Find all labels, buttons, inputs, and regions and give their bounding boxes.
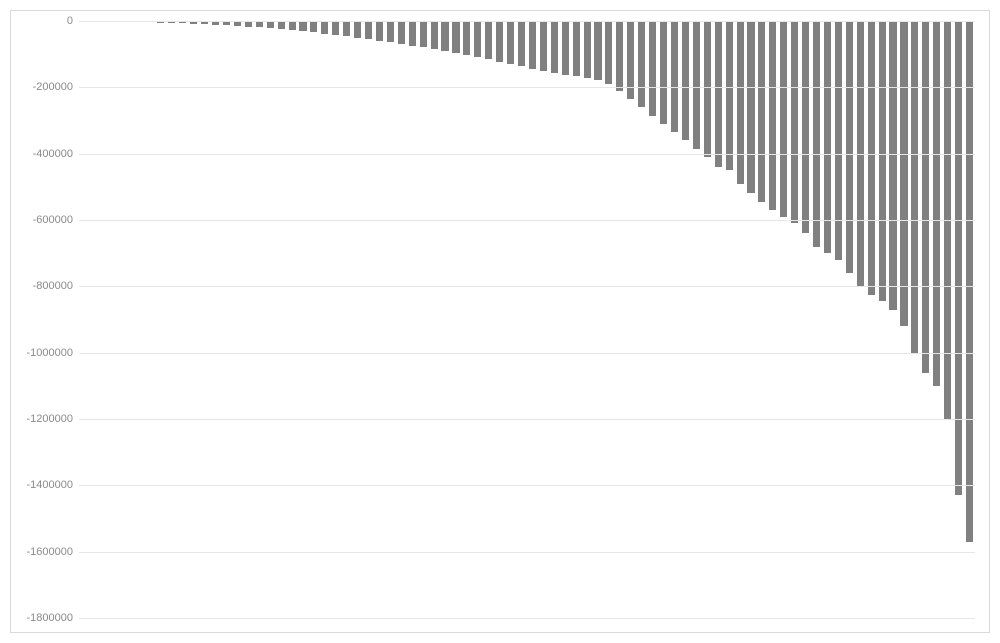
plot-area: 0-200000-400000-600000-800000-1000000-12… bbox=[79, 21, 975, 618]
bar bbox=[922, 21, 929, 373]
bar bbox=[452, 21, 459, 53]
bar bbox=[726, 21, 733, 170]
bar bbox=[518, 21, 525, 66]
bar bbox=[671, 21, 678, 132]
gridline bbox=[79, 286, 975, 287]
y-tick-label: -1200000 bbox=[27, 413, 80, 425]
bar bbox=[638, 21, 645, 107]
gridline bbox=[79, 485, 975, 486]
bar bbox=[955, 21, 962, 495]
bar bbox=[889, 21, 896, 310]
bar bbox=[900, 21, 907, 326]
bar bbox=[715, 21, 722, 167]
bar bbox=[824, 21, 831, 253]
bar bbox=[310, 21, 317, 32]
bar bbox=[365, 21, 372, 39]
bar bbox=[540, 21, 547, 71]
bar bbox=[966, 21, 973, 542]
bar bbox=[594, 21, 601, 80]
bar bbox=[441, 21, 448, 51]
bar bbox=[704, 21, 711, 157]
bar bbox=[758, 21, 765, 202]
gridline bbox=[79, 552, 975, 553]
bar bbox=[529, 21, 536, 69]
bar bbox=[649, 21, 656, 116]
y-tick-label: -400000 bbox=[33, 148, 79, 160]
bar bbox=[747, 21, 754, 193]
bar bbox=[463, 21, 470, 55]
bar bbox=[387, 21, 394, 42]
bar bbox=[769, 21, 776, 210]
bar bbox=[431, 21, 438, 49]
bar bbox=[584, 21, 591, 78]
y-tick-label: -600000 bbox=[33, 214, 79, 226]
bar bbox=[474, 21, 481, 57]
y-tick-label: -1600000 bbox=[27, 546, 80, 558]
bar bbox=[868, 21, 875, 295]
bar bbox=[354, 21, 361, 38]
bar bbox=[398, 21, 405, 44]
bar bbox=[332, 21, 339, 35]
bar bbox=[420, 21, 427, 47]
bar bbox=[507, 21, 514, 64]
bar bbox=[660, 21, 667, 124]
bar bbox=[737, 21, 744, 184]
gridline bbox=[79, 353, 975, 354]
bar bbox=[933, 21, 940, 386]
bar bbox=[616, 21, 623, 91]
gridline bbox=[79, 21, 975, 22]
y-tick-label: 0 bbox=[67, 15, 79, 27]
y-tick-label: -200000 bbox=[33, 81, 79, 93]
bar bbox=[376, 21, 383, 41]
bar bbox=[605, 21, 612, 84]
bar bbox=[409, 21, 416, 46]
chart-frame: 0 -200000 -400000 -600000 -800000 -1000000 -12… bbox=[10, 10, 990, 633]
bar bbox=[573, 21, 580, 76]
gridline bbox=[79, 618, 975, 619]
bar bbox=[267, 21, 274, 28]
bar bbox=[551, 21, 558, 73]
bar bbox=[835, 21, 842, 260]
y-tick-label: -1800000 bbox=[27, 612, 80, 624]
bar bbox=[802, 21, 809, 233]
bar bbox=[780, 21, 787, 217]
bar bbox=[791, 21, 798, 223]
bar bbox=[343, 21, 350, 36]
bar bbox=[289, 21, 296, 30]
gridline bbox=[79, 419, 975, 420]
chart-container: 0 -200000 -400000 -600000 -800000 -1000000 -12… bbox=[0, 0, 1000, 643]
bars-layer bbox=[79, 21, 975, 618]
gridline bbox=[79, 220, 975, 221]
bar bbox=[562, 21, 569, 75]
gridline bbox=[79, 154, 975, 155]
bar bbox=[911, 21, 918, 353]
bar bbox=[693, 21, 700, 149]
bar bbox=[278, 21, 285, 29]
bar bbox=[485, 21, 492, 59]
bar bbox=[813, 21, 820, 247]
bar bbox=[879, 21, 886, 301]
y-tick-label: -1400000 bbox=[27, 479, 80, 491]
bar bbox=[846, 21, 853, 273]
y-tick-label: -1000000 bbox=[27, 347, 80, 359]
bar bbox=[496, 21, 503, 62]
bar bbox=[321, 21, 328, 34]
y-tick-label: -800000 bbox=[33, 280, 79, 292]
bar bbox=[299, 21, 306, 31]
gridline bbox=[79, 87, 975, 88]
bar bbox=[682, 21, 689, 140]
